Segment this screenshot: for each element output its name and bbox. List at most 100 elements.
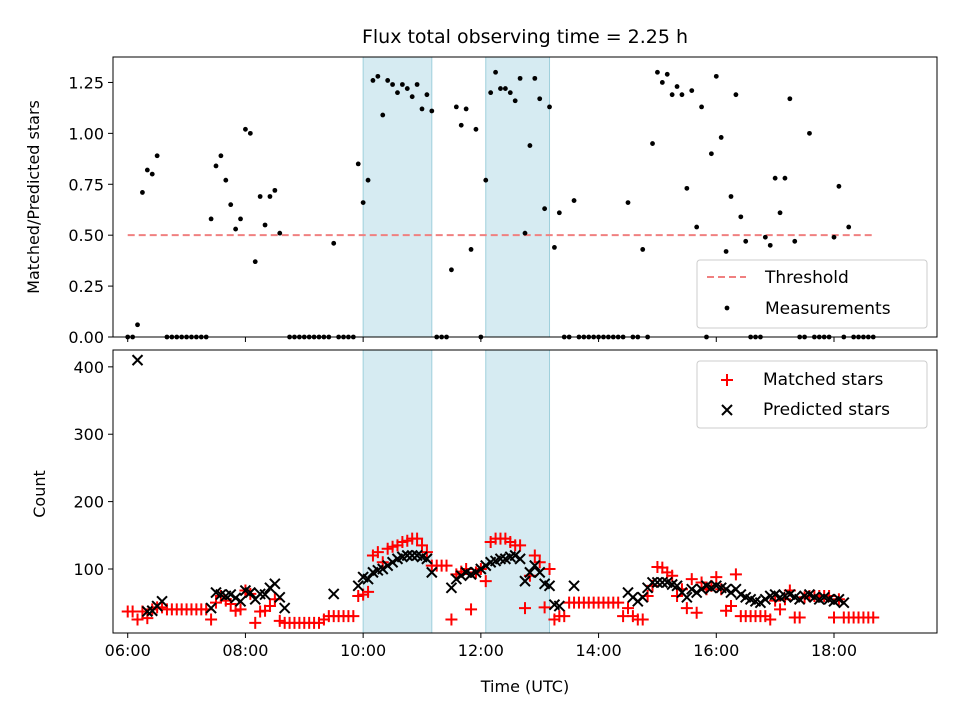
observing-window-band (362, 349, 433, 634)
measurement-point (552, 245, 557, 250)
measurement-point (762, 234, 768, 240)
measurement-point (777, 210, 783, 216)
measurement-point (243, 126, 248, 132)
matched-stars-point (205, 613, 218, 626)
x-tick-label: 16:00 (693, 641, 739, 660)
measurement-point (846, 224, 852, 230)
measurement-point (449, 267, 454, 273)
predicted-stars-point (529, 559, 541, 572)
measurement-point (625, 200, 631, 206)
y-tick-label: 0.00 (68, 328, 104, 347)
measurement-point (208, 216, 214, 222)
matched-stars-point (729, 568, 742, 581)
predicted-stars-point (681, 591, 693, 603)
predicted-stars-point (259, 588, 271, 601)
y-tick-label: 0.50 (68, 226, 104, 245)
measurement-point (429, 108, 435, 114)
predicted-stars-point (553, 600, 566, 612)
predicted-stars-point (450, 573, 463, 585)
matched-stars-point (263, 600, 276, 613)
predicted-stars-point (695, 583, 708, 595)
measurement-point (684, 185, 690, 191)
y-tick-label: 1.00 (68, 124, 104, 143)
ratio-panel-frame (112, 56, 938, 338)
legend-measurements-label: Measurements (765, 299, 891, 319)
predicted-stars-point (426, 566, 438, 579)
predicted-stars-point (519, 575, 531, 587)
ratio-panel-x-ticks (127, 337, 835, 342)
measurement-point (522, 230, 528, 236)
predicted-stars-point (514, 553, 526, 565)
measurement-point (772, 175, 778, 181)
measurement-point (365, 177, 371, 183)
measurement-point (527, 143, 533, 148)
measurement-point (674, 84, 680, 89)
matched-stars-point (141, 612, 154, 625)
legend-box (696, 360, 928, 429)
matched-stars-point (612, 596, 625, 609)
predicted-stars-point (543, 580, 556, 592)
predicted-stars-point (494, 553, 507, 565)
measurement-point (360, 200, 366, 206)
matched-stars-point (867, 611, 880, 624)
legend-predicted-swatch (721, 404, 733, 416)
count-panel-x-ticks: 06:00 08:00 10:00 12:00 14:00 16:00 18:00 (105, 633, 857, 660)
matched-stars-point (680, 602, 693, 615)
x-tick-label: 06:00 (105, 641, 151, 660)
predicted-stars-point (651, 576, 664, 589)
measurement-point (512, 98, 518, 104)
measurement-point (262, 222, 268, 228)
measurement-point (728, 194, 734, 199)
matched-stars-point (671, 589, 684, 602)
predicted-stars-point (244, 586, 257, 599)
predicted-stars-point (509, 549, 521, 562)
legend-threshold-label: Threshold (764, 268, 849, 288)
measurement-point (154, 153, 160, 159)
measurement-point (699, 104, 704, 110)
measurement-point (213, 163, 219, 169)
measurement-point (792, 238, 798, 244)
measurement-point (252, 259, 258, 265)
predicted-stars-point (205, 602, 217, 614)
measurement-point (218, 153, 224, 159)
predicted-stars-point (475, 563, 487, 575)
measurement-point (831, 234, 837, 240)
measurement-point (502, 86, 508, 91)
legend-box (696, 259, 928, 329)
matched-stars-point (514, 539, 527, 552)
matched-stars-point (131, 613, 144, 626)
matched-stars-point (411, 532, 424, 545)
predicted-stars-point (362, 573, 374, 585)
measurement-point (694, 224, 700, 230)
measurement-point (399, 82, 405, 87)
measurement-point (689, 88, 695, 93)
measurement-point (385, 78, 391, 83)
y-tick-label: 300 (73, 425, 104, 444)
legend-matched-swatch (721, 374, 733, 386)
matched-stars-point (666, 569, 679, 582)
measurement-point (140, 190, 145, 195)
predicted-stars-point (401, 549, 413, 562)
predicted-stars-point (480, 559, 492, 572)
predicted-stars-point (524, 566, 536, 579)
matched-stars-point (538, 601, 551, 614)
measurement-point (547, 104, 552, 110)
measurement-point (404, 86, 410, 91)
predicted-stars-point (381, 559, 394, 572)
count-panel-shading (362, 349, 551, 634)
matched-stars-point (636, 613, 649, 626)
measurement-point (836, 183, 842, 189)
measurement-point (483, 177, 489, 183)
predicted-stars-point (470, 566, 482, 579)
measurement-point (331, 240, 337, 246)
matched-stars-point (533, 556, 546, 569)
measurement-point (144, 167, 150, 173)
x-tick-label: 10:00 (340, 641, 386, 660)
matched-stars-point (362, 585, 375, 598)
measurement-point (380, 112, 386, 118)
measurement-point (767, 242, 773, 248)
count-panel-frame (112, 349, 938, 634)
count-panel-y-label: Count (30, 470, 49, 518)
y-tick-label: 400 (73, 358, 104, 377)
